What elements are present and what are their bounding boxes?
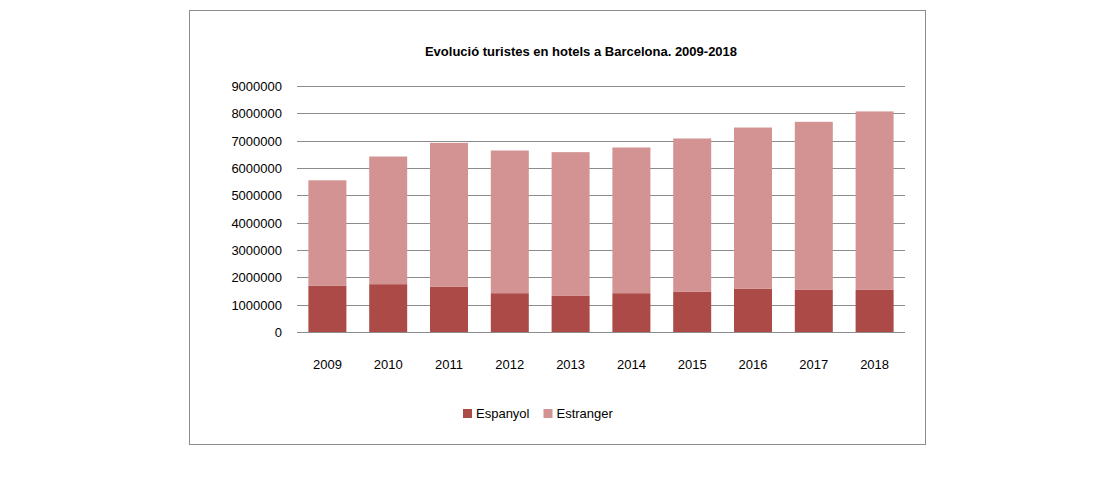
bar — [673, 292, 711, 332]
y-tick-label: 6000000 — [231, 161, 282, 176]
y-tick-label: 1000000 — [231, 298, 282, 313]
bar — [369, 157, 407, 285]
x-tick-label: 2010 — [374, 357, 403, 372]
bar — [673, 138, 711, 291]
x-tick-label: 2012 — [495, 357, 524, 372]
bar — [369, 284, 407, 332]
legend-label: Espanyol — [476, 406, 530, 421]
legend-swatch — [543, 409, 552, 418]
bar — [856, 290, 894, 332]
x-tick-label: 2013 — [556, 357, 585, 372]
bar — [734, 128, 772, 289]
bar — [552, 152, 590, 296]
x-tick-label: 2015 — [678, 357, 707, 372]
x-tick-label: 2016 — [739, 357, 768, 372]
y-tick-label: 0 — [275, 325, 282, 340]
bar — [612, 148, 650, 294]
chart: Evolució turistes en hotels a Barcelona.… — [0, 0, 1106, 480]
bar — [856, 111, 894, 289]
bars — [308, 111, 893, 332]
bar — [552, 296, 590, 332]
bar — [795, 122, 833, 290]
bar — [430, 143, 468, 287]
y-tick-label: 3000000 — [231, 243, 282, 258]
legend: Espanyol Estranger — [463, 406, 614, 421]
x-tick-label: 2018 — [860, 357, 889, 372]
bar — [491, 293, 529, 332]
chart-wrap: Evolució turistes en hotels a Barcelona.… — [0, 0, 1106, 480]
bar — [734, 289, 772, 332]
bar — [430, 287, 468, 332]
x-tick-label: 2017 — [799, 357, 828, 372]
y-tick-label: 9000000 — [231, 79, 282, 94]
bar — [308, 286, 346, 332]
y-tick-label: 7000000 — [231, 134, 282, 149]
bar — [612, 293, 650, 332]
bar — [795, 290, 833, 332]
x-tick-label: 2014 — [617, 357, 646, 372]
grid-line — [297, 86, 905, 87]
grid — [297, 87, 905, 333]
x-tick-label: 2009 — [313, 357, 342, 372]
chart-frame — [190, 11, 926, 445]
y-tick-label: 2000000 — [231, 270, 282, 285]
chart-title: Evolució turistes en hotels a Barcelona.… — [425, 44, 737, 59]
y-tick-label: 4000000 — [231, 216, 282, 231]
y-tick-label: 5000000 — [231, 188, 282, 203]
x-tick-label: 2011 — [435, 357, 463, 372]
legend-swatch — [463, 409, 472, 418]
bar — [308, 180, 346, 285]
grid-line — [297, 113, 905, 114]
bar — [491, 151, 529, 294]
grid-line — [297, 332, 905, 333]
legend-label: Estranger — [556, 406, 613, 421]
y-tick-label: 8000000 — [231, 106, 282, 121]
